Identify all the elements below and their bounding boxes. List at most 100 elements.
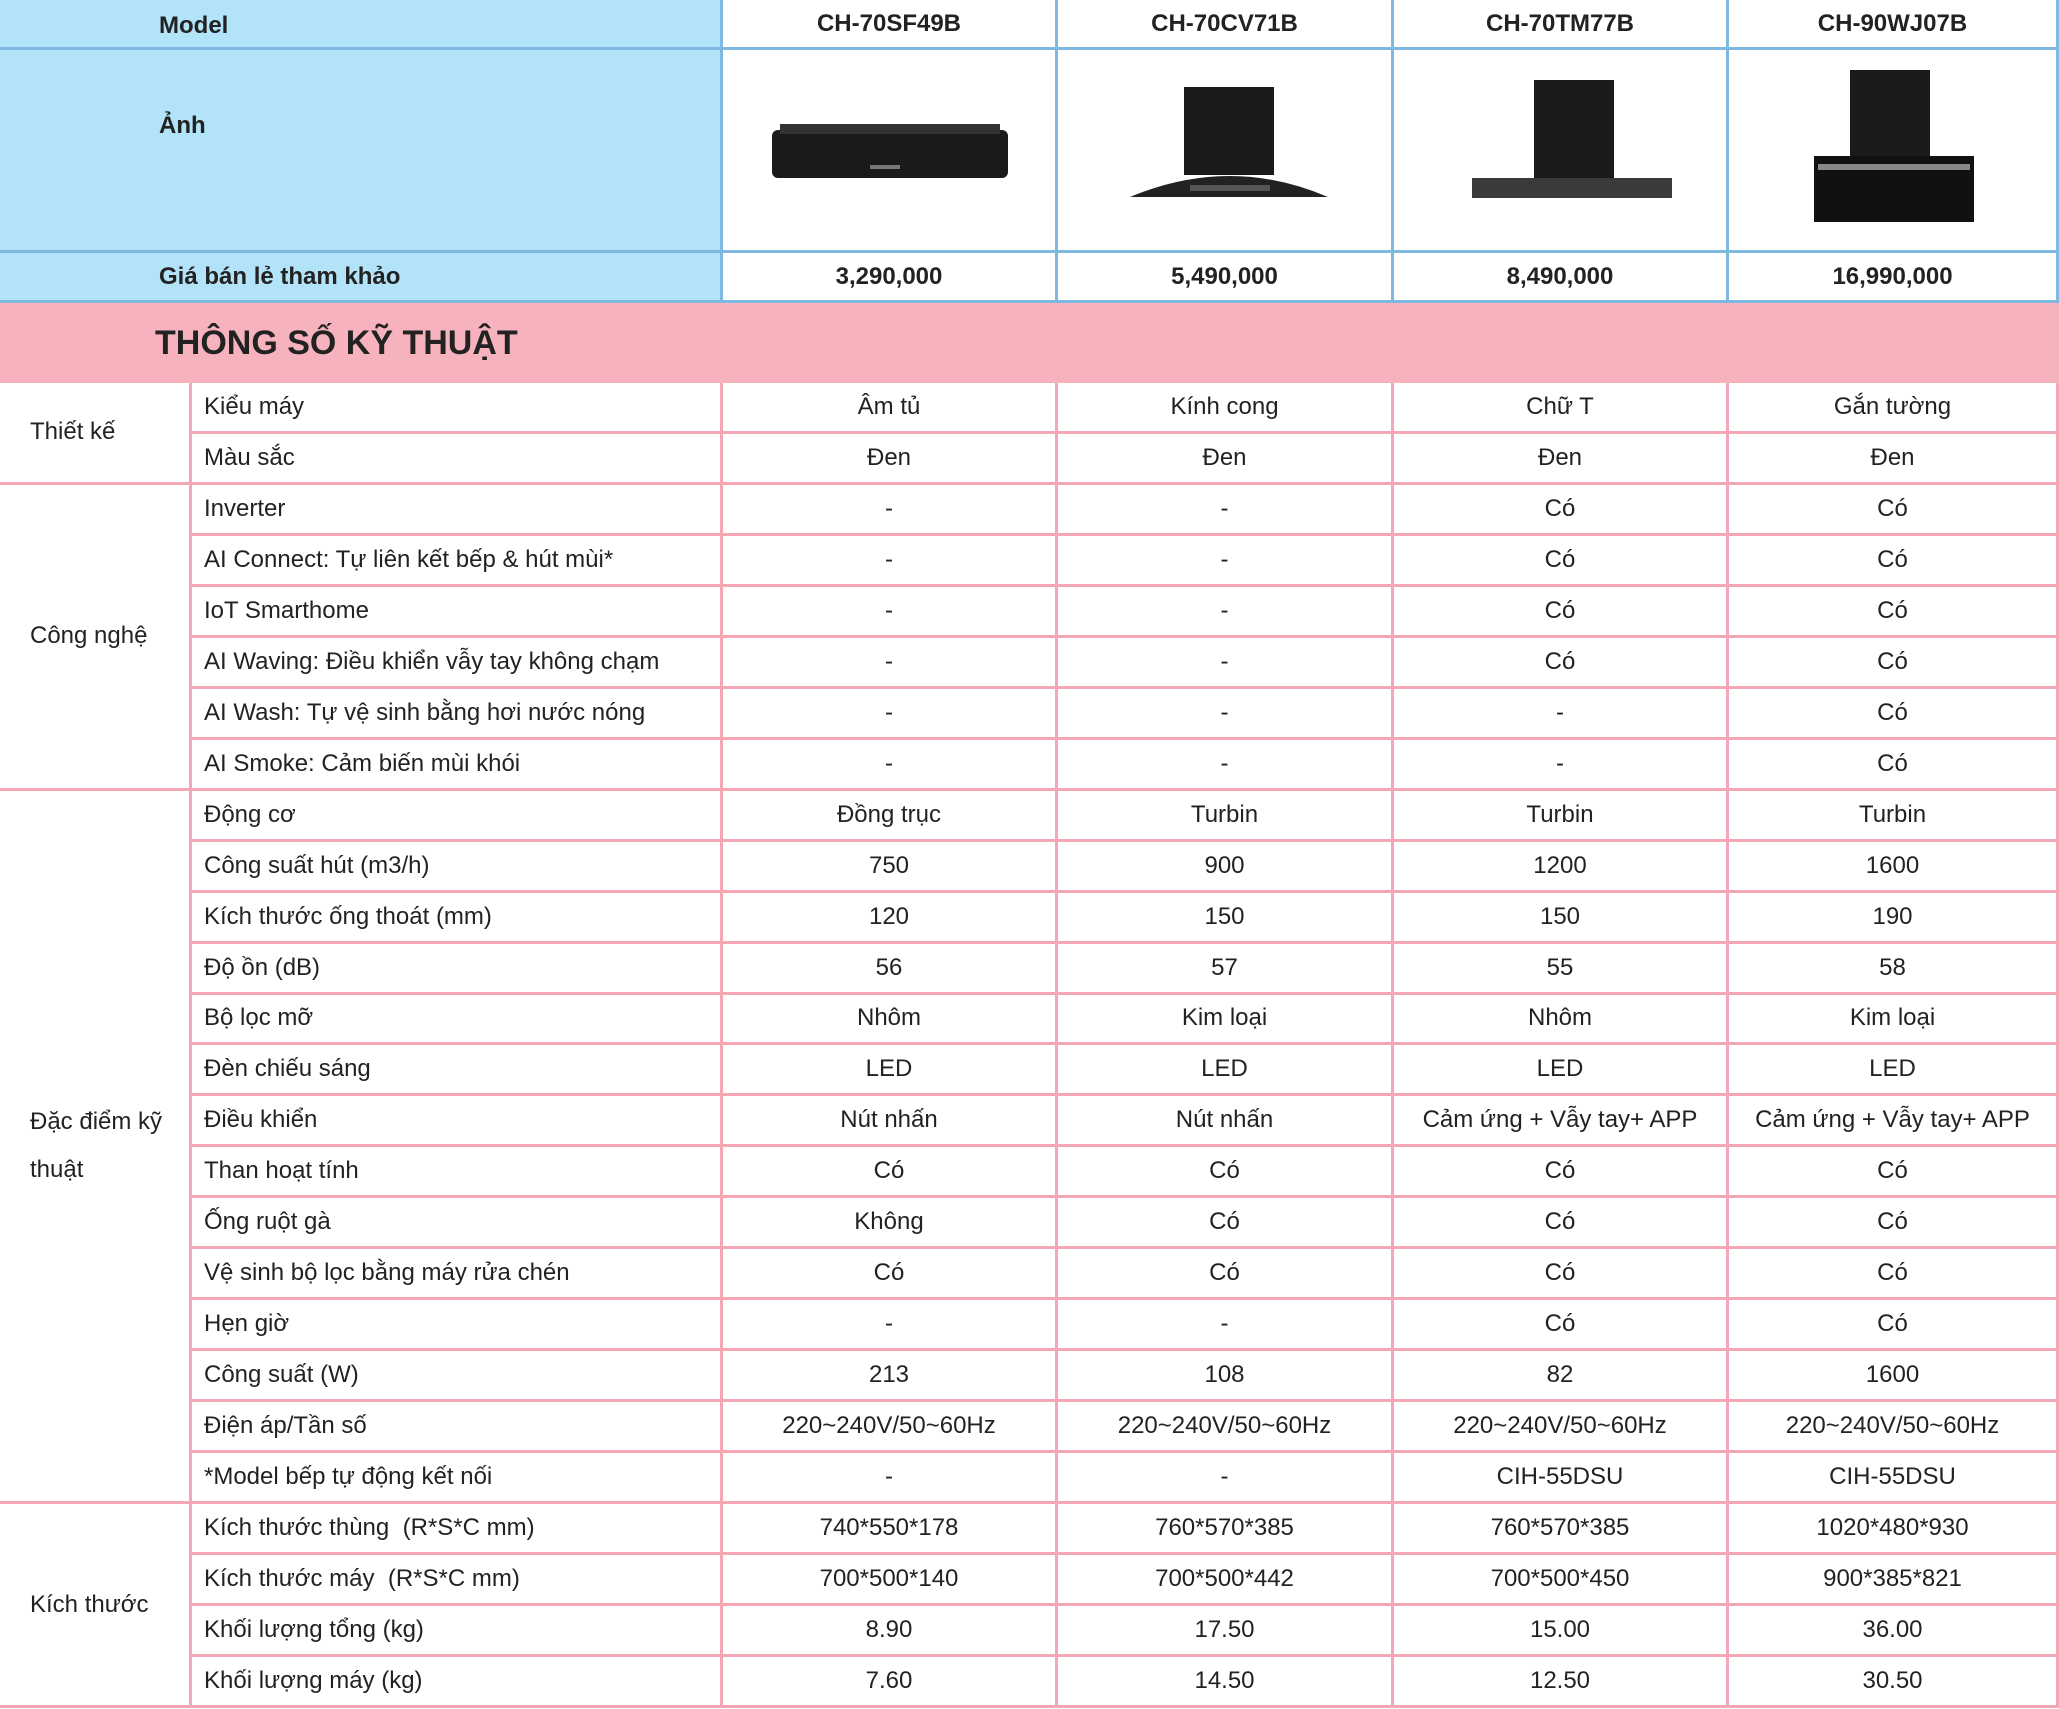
value: Đen bbox=[1058, 433, 1394, 485]
value: CIH-55DSU bbox=[1729, 1453, 2059, 1505]
value: Có bbox=[1729, 1147, 2059, 1199]
value: Có bbox=[723, 1147, 1058, 1199]
feature: Độ ồn (dB) bbox=[192, 943, 723, 995]
value: 700*500*450 bbox=[1394, 1555, 1729, 1607]
value: Có bbox=[1729, 1300, 2059, 1352]
feature: Hẹn giờ bbox=[192, 1300, 723, 1352]
value: 15.00 bbox=[1394, 1606, 1729, 1657]
feature: Kích thước thùng (R*S*C mm) bbox=[192, 1504, 723, 1556]
feature: Kích thước ống thoát (mm) bbox=[192, 892, 723, 944]
value: Có bbox=[1729, 688, 2059, 740]
value: 190 bbox=[1729, 892, 2059, 944]
feature: Bộ lọc mỡ bbox=[192, 994, 723, 1046]
value: Có bbox=[1729, 535, 2059, 587]
value: CIH-55DSU bbox=[1394, 1453, 1729, 1505]
value: - bbox=[723, 1453, 1058, 1505]
feature: IoT Smarthome bbox=[192, 586, 723, 638]
model-name: CH-70CV71B bbox=[1058, 0, 1394, 50]
value: Kính cong bbox=[1058, 383, 1394, 434]
value: 220~240V/50~60Hz bbox=[1058, 1402, 1394, 1454]
model-name: CH-70TM77B bbox=[1394, 0, 1729, 50]
value: LED bbox=[723, 1045, 1058, 1097]
value: Có bbox=[1729, 586, 2059, 638]
value: Nút nhấn bbox=[1058, 1096, 1394, 1148]
value: - bbox=[723, 739, 1058, 791]
value: - bbox=[1058, 739, 1394, 791]
value: 120 bbox=[723, 892, 1058, 944]
value: 700*500*140 bbox=[723, 1555, 1058, 1607]
value: - bbox=[1058, 637, 1394, 689]
value: 55 bbox=[1394, 943, 1729, 995]
value: Có bbox=[1058, 1249, 1394, 1301]
feature: Inverter bbox=[192, 484, 723, 536]
value: 740*550*178 bbox=[723, 1504, 1058, 1556]
value: - bbox=[723, 535, 1058, 587]
value: 56 bbox=[723, 943, 1058, 995]
value: Có bbox=[1394, 484, 1729, 536]
product-image bbox=[1472, 80, 1672, 198]
value: Đồng trục bbox=[723, 790, 1058, 842]
value: Có bbox=[1394, 1147, 1729, 1199]
value: Chữ T bbox=[1394, 383, 1729, 434]
feature: Công suất hút (m3/h) bbox=[192, 841, 723, 893]
value: Đen bbox=[723, 433, 1058, 485]
feature: Kích thước máy (R*S*C mm) bbox=[192, 1555, 723, 1607]
value: - bbox=[1058, 586, 1394, 638]
value: Đen bbox=[1394, 433, 1729, 485]
value: Không bbox=[723, 1198, 1058, 1250]
value: - bbox=[723, 637, 1058, 689]
value: 900 bbox=[1058, 841, 1394, 893]
value: 750 bbox=[723, 841, 1058, 893]
group-label: Thiết kế bbox=[0, 383, 192, 485]
feature: *Model bếp tự động kết nối bbox=[192, 1453, 723, 1505]
model-name: CH-90WJ07B bbox=[1729, 0, 2059, 50]
value: - bbox=[1394, 688, 1729, 740]
feature: Kiểu máy bbox=[192, 383, 723, 434]
feature: AI Waving: Điều khiển vẫy tay không chạm bbox=[192, 637, 723, 689]
value: 1020*480*930 bbox=[1729, 1504, 2059, 1556]
value: - bbox=[1058, 1453, 1394, 1505]
value: Có bbox=[1058, 1198, 1394, 1250]
value: LED bbox=[1058, 1045, 1394, 1097]
value: 213 bbox=[723, 1351, 1058, 1403]
value: Nhôm bbox=[723, 994, 1058, 1046]
value: 220~240V/50~60Hz bbox=[1394, 1402, 1729, 1454]
value: Có bbox=[1058, 1147, 1394, 1199]
value: Có bbox=[1729, 1249, 2059, 1301]
value: - bbox=[723, 1300, 1058, 1352]
price-label: Giá bán lẻ tham khảo bbox=[0, 253, 723, 303]
value: - bbox=[723, 484, 1058, 536]
value: 57 bbox=[1058, 943, 1394, 995]
value: Cảm ứng + Vẫy tay+ APP bbox=[1729, 1096, 2059, 1148]
price: 8,490,000 bbox=[1394, 253, 1729, 303]
value: 58 bbox=[1729, 943, 2059, 995]
value: Kim loại bbox=[1058, 994, 1394, 1046]
image-label: Ảnh bbox=[0, 50, 723, 253]
value: 108 bbox=[1058, 1351, 1394, 1403]
value: Có bbox=[1394, 586, 1729, 638]
feature: Điều khiển bbox=[192, 1096, 723, 1148]
value: 36.00 bbox=[1729, 1606, 2059, 1657]
feature: Động cơ bbox=[192, 790, 723, 842]
value: 150 bbox=[1394, 892, 1729, 944]
value: 1600 bbox=[1729, 1351, 2059, 1403]
value: Turbin bbox=[1729, 790, 2059, 842]
price: 5,490,000 bbox=[1058, 253, 1394, 303]
feature: Điện áp/Tần số bbox=[192, 1402, 723, 1454]
value: Có bbox=[1394, 637, 1729, 689]
value: - bbox=[1058, 688, 1394, 740]
value: 760*570*385 bbox=[1058, 1504, 1394, 1556]
value: Có bbox=[1729, 484, 2059, 536]
value: Có bbox=[1394, 1300, 1729, 1352]
model-label: Model bbox=[0, 0, 723, 50]
value: 14.50 bbox=[1058, 1657, 1394, 1708]
feature: Khối lượng tổng (kg) bbox=[192, 1606, 723, 1657]
value: Có bbox=[1394, 535, 1729, 587]
value: Âm tủ bbox=[723, 383, 1058, 434]
value: 30.50 bbox=[1729, 1657, 2059, 1708]
value: Turbin bbox=[1394, 790, 1729, 842]
feature: Khối lượng máy (kg) bbox=[192, 1657, 723, 1708]
value: Cảm ứng + Vẫy tay+ APP bbox=[1394, 1096, 1729, 1148]
value: Có bbox=[1729, 1198, 2059, 1250]
